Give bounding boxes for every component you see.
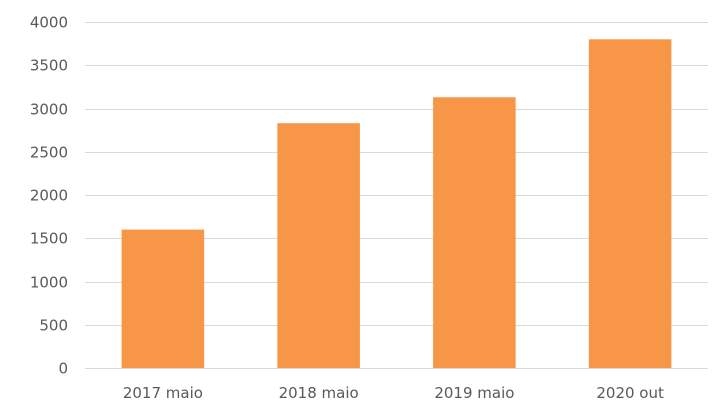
bar-2018-maio bbox=[277, 123, 360, 368]
y-tick-label: 3000 bbox=[30, 101, 68, 119]
y-tick-label: 4000 bbox=[30, 14, 68, 32]
y-tick-label: 2500 bbox=[30, 144, 68, 162]
bars bbox=[121, 39, 672, 369]
y-tick-label: 1500 bbox=[30, 230, 68, 248]
y-tick-label: 3500 bbox=[30, 57, 68, 75]
bar-2020-out bbox=[588, 39, 672, 369]
x-axis-ticks: 2017 maio 2018 maio 2019 maio 2020 out bbox=[123, 384, 664, 402]
y-tick-label: 2000 bbox=[30, 187, 68, 205]
y-tick-label: 0 bbox=[58, 360, 68, 378]
x-tick-label: 2019 maio bbox=[434, 384, 514, 402]
y-axis-ticks: 0 500 1000 1500 2000 2500 3000 3500 4000 bbox=[30, 14, 68, 378]
y-tick-label: 500 bbox=[39, 317, 68, 335]
y-tick-label: 1000 bbox=[30, 274, 68, 292]
bar-2017-maio bbox=[121, 229, 205, 368]
bar-2019-maio bbox=[433, 97, 516, 368]
x-tick-label: 2020 out bbox=[596, 384, 664, 402]
x-tick-label: 2018 maio bbox=[279, 384, 359, 402]
x-tick-label: 2017 maio bbox=[123, 384, 203, 402]
